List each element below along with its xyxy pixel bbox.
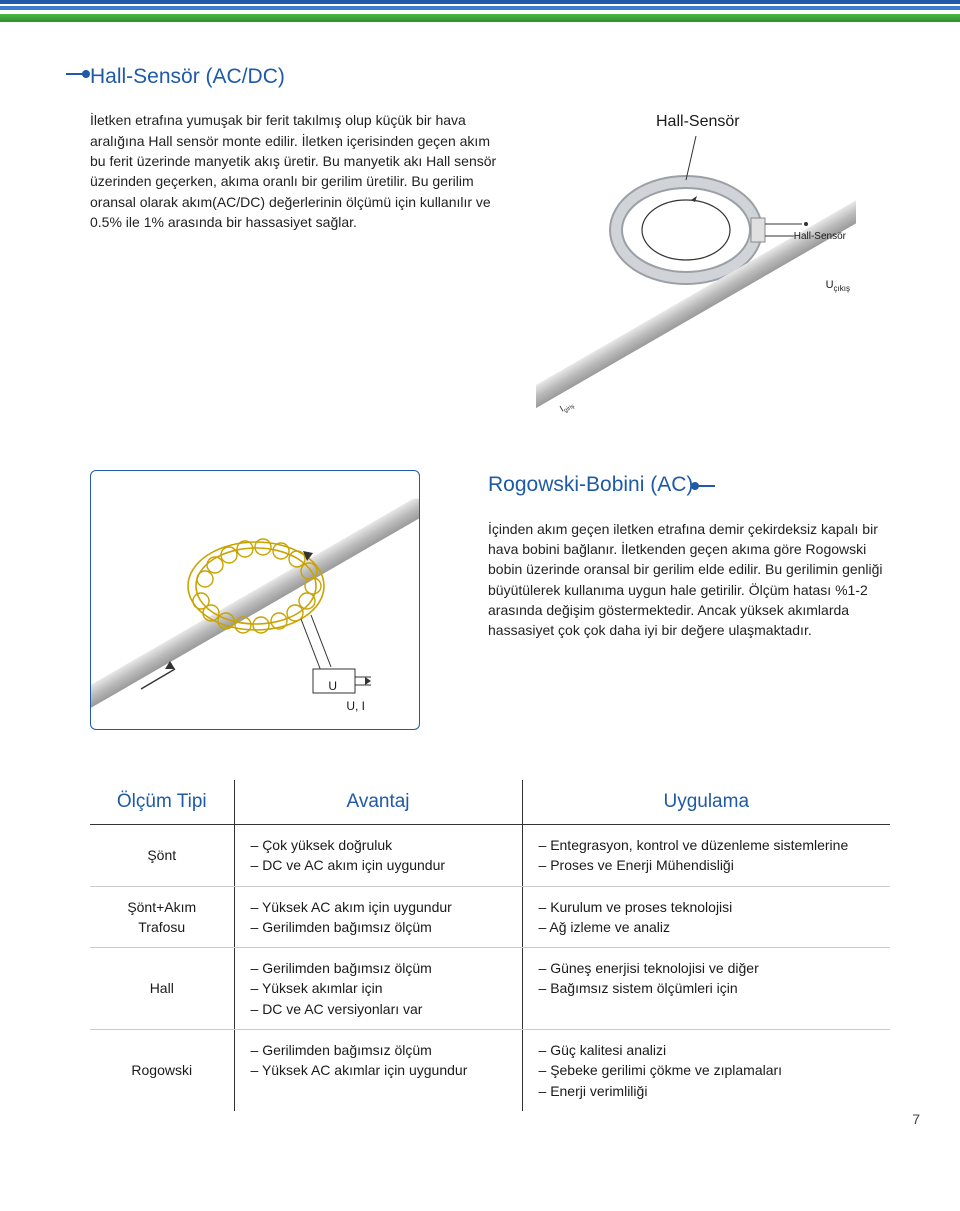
hall-section-title: Hall-Sensör (AC/DC) xyxy=(90,62,890,92)
table-cell-type: Şönt+Akım Trafosu xyxy=(90,886,234,948)
table-cell-type: Rogowski xyxy=(90,1030,234,1111)
table-cell-type: Şönt xyxy=(90,824,234,886)
table-cell-application: Entegrasyon, kontrol ve düzenleme sistem… xyxy=(522,824,890,886)
table-header-advantage: Avantaj xyxy=(234,780,522,824)
table-cell-advantage: Çok yüksek doğrulukDC ve AC akım için uy… xyxy=(234,824,522,886)
hall-body-text: İletken etrafına yumuşak bir ferit takıl… xyxy=(90,110,506,232)
rogowski-diagram-svg xyxy=(91,471,420,730)
page-number: 7 xyxy=(912,1109,920,1129)
comparison-table-section: Ölçüm Tipi Avantaj Uygulama ŞöntÇok yüks… xyxy=(90,780,890,1111)
table-cell-advantage: Gerilimden bağımsız ölçümYüksek AC akıml… xyxy=(234,1030,522,1111)
table-cell-application: Güç kalitesi analiziŞebeke gerilimi çökm… xyxy=(522,1030,890,1111)
rogowski-body-text: İçinden akım geçen iletken etrafına demi… xyxy=(488,519,890,641)
rogowski-diagram: U U, I xyxy=(90,470,420,730)
hall-diagram-svg: Igiriş xyxy=(536,110,856,450)
comparison-table: Ölçüm Tipi Avantaj Uygulama ŞöntÇok yüks… xyxy=(90,780,890,1111)
table-header-application: Uygulama xyxy=(522,780,890,824)
rogowski-section-title: Rogowski-Bobini (AC) xyxy=(488,470,890,500)
table-row: Şönt+Akım TrafosuYüksek AC akım için uyg… xyxy=(90,886,890,948)
hall-label-side: Hall-Sensör xyxy=(794,230,846,245)
table-row: HallGerilimden bağımsız ölçümYüksek akım… xyxy=(90,948,890,1030)
table-header-type: Ölçüm Tipi xyxy=(90,780,234,824)
u-out-label: Uçıkış xyxy=(826,278,850,295)
table-cell-type: Hall xyxy=(90,948,234,1030)
igiris-label: Igiriş xyxy=(558,399,576,416)
table-row: RogowskiGerilimden bağımsız ölçümYüksek … xyxy=(90,1030,890,1111)
table-row: ŞöntÇok yüksek doğrulukDC ve AC akım içi… xyxy=(90,824,890,886)
table-cell-application: Kurulum ve proses teknolojisiAğ izleme v… xyxy=(522,886,890,948)
hall-sensor-diagram: Hall-Sensör xyxy=(536,110,856,450)
ui-label: U, I xyxy=(346,698,365,715)
table-cell-application: Güneş enerjisi teknolojisi ve diğerBağım… xyxy=(522,948,890,1030)
header-bars xyxy=(0,0,960,22)
u-label: U xyxy=(328,678,337,695)
table-cell-advantage: Gerilimden bağımsız ölçümYüksek akımlar … xyxy=(234,948,522,1030)
table-cell-advantage: Yüksek AC akım için uygundurGerilimden b… xyxy=(234,886,522,948)
hall-label-top: Hall-Sensör xyxy=(656,110,740,133)
